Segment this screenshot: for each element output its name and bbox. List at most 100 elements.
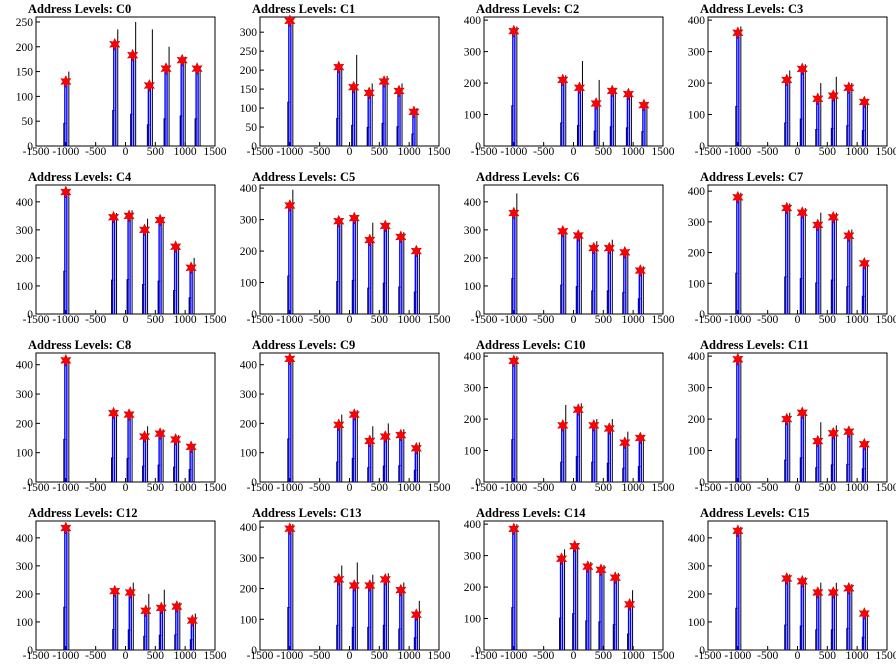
x-tick-label: -500 (757, 482, 778, 494)
peak-marker (619, 436, 631, 450)
y-tick-label: 100 (464, 281, 482, 293)
x-tick-label: -1000 (500, 650, 527, 662)
x-tick-label: 500 (147, 482, 165, 494)
histogram-peak (561, 79, 565, 146)
chart-panel-0: Address Levels: C0 0 50 100 150 200 250 -1500 -1… (0, 0, 227, 168)
y-tick-label: 0 (27, 309, 33, 321)
histogram-peak (785, 418, 789, 482)
y-tick-label: 0 (699, 309, 705, 321)
y-tick-label: 100 (240, 278, 258, 290)
peak-marker (732, 26, 744, 40)
histogram-peak (113, 590, 117, 650)
x-tick-label: 0 (123, 650, 129, 662)
x-tick-label: 1500 (428, 146, 451, 158)
peak-marker (781, 571, 793, 585)
peak-marker (557, 418, 569, 432)
x-tick-label: 500 (371, 146, 389, 158)
x-tick-label: -1000 (52, 650, 79, 662)
peak-marker (796, 206, 808, 220)
peak-marker (622, 87, 635, 101)
peak-marker (732, 190, 744, 204)
y-tick-label: 200 (464, 414, 482, 426)
y-tick-label: 100 (688, 110, 706, 122)
histogram-peak (337, 220, 341, 314)
y-tick-label: 100 (464, 446, 482, 458)
peak-marker (858, 256, 870, 270)
x-tick-label: 1000 (398, 650, 421, 662)
peak-marker (827, 89, 839, 103)
histogram-peak (512, 528, 516, 650)
y-tick-label: 100 (688, 278, 706, 290)
peak-marker (508, 354, 520, 368)
chart-svg-9: Address Levels: C9 0 100 200 300 400 -1500 -100… (240, 338, 451, 494)
peak-marker (140, 604, 152, 618)
histogram-peak (561, 230, 565, 314)
x-tick-label: 0 (795, 482, 801, 494)
peak-marker (395, 230, 407, 244)
peak-marker (185, 440, 197, 454)
chart-title: Address Levels: C13 (252, 506, 362, 520)
y-tick-label: 0 (699, 645, 705, 657)
peak-marker (410, 441, 422, 455)
histogram-peak (288, 204, 292, 314)
peak-marker (107, 406, 120, 420)
peak-marker (109, 584, 121, 598)
x-tick-label: -1500 (23, 650, 50, 662)
peak-marker (169, 240, 182, 254)
histogram-peak (800, 580, 804, 650)
peak-marker (595, 563, 607, 577)
histogram-peak (831, 94, 836, 146)
x-tick-label: -500 (309, 146, 330, 158)
chart-svg-15: Address Levels: C15 0 100 200 300 400 -1500 -10… (688, 506, 896, 662)
histogram-peak (785, 207, 789, 314)
histogram-peak (847, 234, 851, 314)
y-tick-label: 0 (27, 141, 33, 153)
y-tick-label: 400 (16, 533, 34, 545)
peak-marker (588, 241, 600, 255)
chart-svg-4: Address Levels: C4 0 100 200 300 400 -1500 -100… (16, 170, 227, 326)
chart-svg-3: Address Levels: C3 0 100 200 300 400 -1500 -100… (688, 2, 896, 158)
histogram-peak (147, 84, 152, 146)
histogram-peak (352, 413, 356, 482)
peak-marker (186, 614, 198, 628)
chart-title: Address Levels: C14 (476, 506, 586, 520)
y-tick-label: 200 (688, 248, 706, 260)
x-tick-label: 500 (371, 650, 389, 662)
histogram-peak (368, 584, 372, 650)
x-tick-label: 1000 (174, 482, 197, 494)
peak-marker (588, 418, 600, 432)
peak-marker (154, 427, 166, 441)
peak-marker (812, 92, 824, 106)
chart-panel-9: Address Levels: C9 0 100 200 300 400 -1500 -100… (224, 336, 451, 504)
x-tick-label: 1500 (204, 650, 227, 662)
y-tick-label: 300 (16, 225, 34, 237)
x-tick-label: -500 (757, 650, 778, 662)
x-tick-label: -500 (757, 146, 778, 158)
x-tick-label: 0 (795, 650, 801, 662)
y-tick-label: 300 (688, 561, 706, 573)
peak-marker (138, 430, 151, 444)
peak-marker (508, 206, 520, 220)
x-tick-label: 500 (595, 314, 613, 326)
x-tick-label: 1000 (398, 146, 421, 158)
peak-marker (557, 73, 569, 87)
chart-panel-13: Address Levels: C13 0 100 200 300 400 -1500 -10… (224, 504, 451, 672)
chart-svg-12: Address Levels: C12 0 100 200 300 400 -1500 -10… (16, 506, 227, 662)
histogram-peak (800, 412, 804, 482)
x-tick-label: 1000 (398, 482, 421, 494)
y-tick-label: 400 (240, 522, 258, 534)
plot-frame (259, 16, 440, 147)
histogram-peak (862, 101, 867, 146)
y-tick-label: 0 (251, 309, 257, 321)
peak-marker (379, 430, 391, 444)
y-tick-label: 400 (688, 15, 706, 27)
y-tick-label: 0 (475, 141, 481, 153)
x-tick-label: 0 (347, 482, 353, 494)
x-tick-label: 0 (571, 650, 577, 662)
chart-title: Address Levels: C11 (700, 338, 809, 352)
peak-marker (333, 214, 345, 228)
histogram-peak (383, 225, 388, 314)
chart-panel-3: Address Levels: C3 0 100 200 300 400 -1500 -100… (672, 0, 896, 168)
histogram-peak (399, 589, 403, 650)
peak-marker (603, 422, 615, 436)
